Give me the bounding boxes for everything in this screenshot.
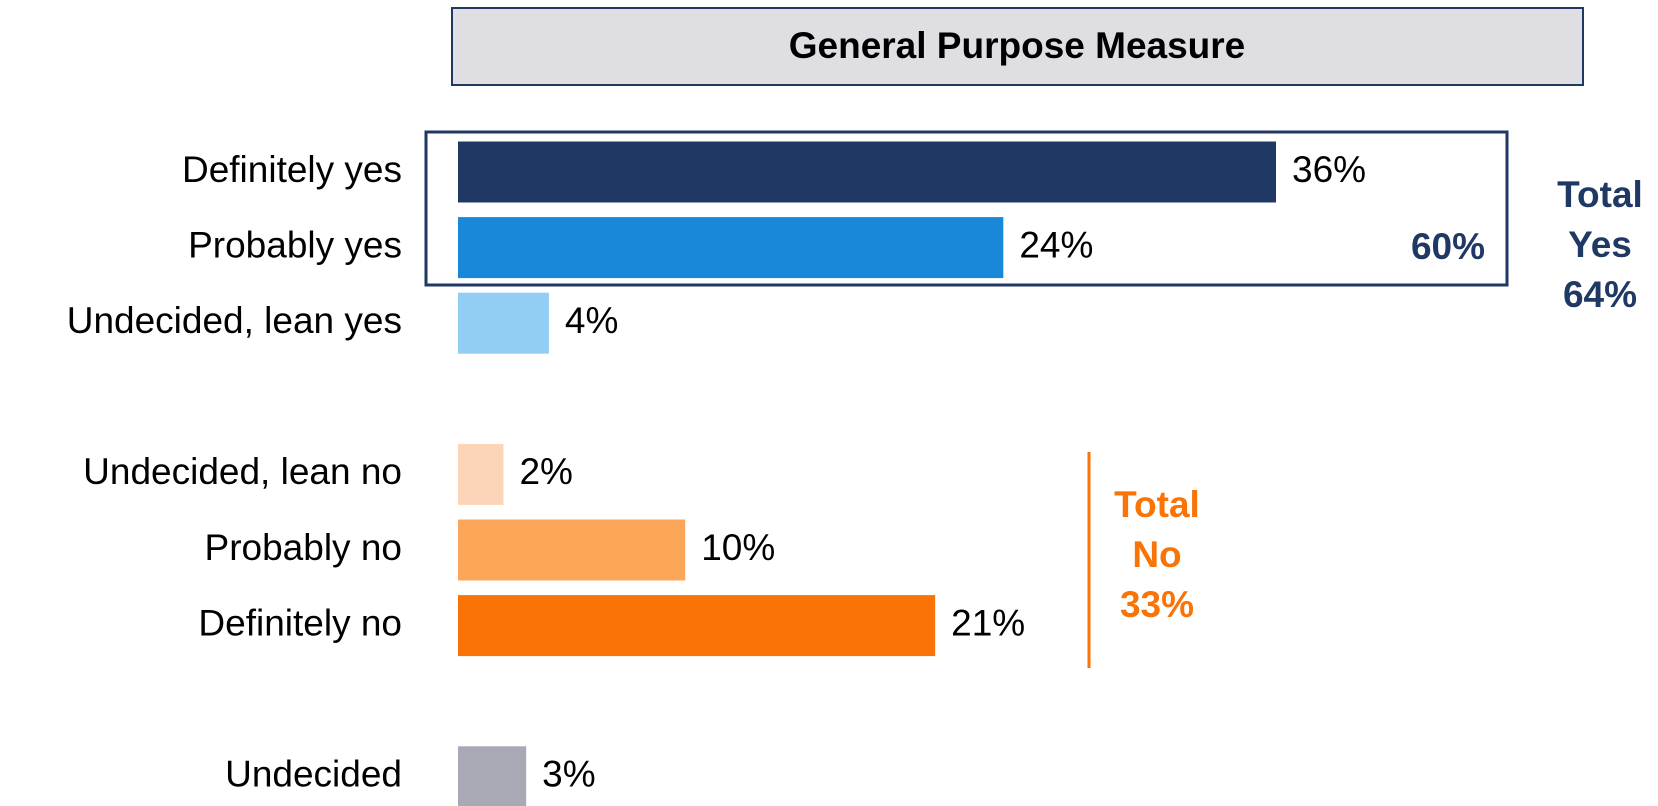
value-label: 2% bbox=[519, 451, 572, 492]
value-label: 4% bbox=[565, 300, 618, 341]
value-label: 24% bbox=[1019, 224, 1093, 265]
value-label: 36% bbox=[1292, 149, 1366, 190]
annotation: 64% bbox=[1563, 274, 1637, 315]
annotation: 60% bbox=[1411, 226, 1485, 267]
category-label: Definitely yes bbox=[182, 149, 402, 190]
bar bbox=[458, 217, 1004, 279]
category-label: Undecided bbox=[225, 754, 402, 795]
bar bbox=[458, 519, 686, 581]
annotation: 33% bbox=[1120, 584, 1194, 625]
yes-box bbox=[424, 130, 1509, 287]
bar bbox=[458, 443, 504, 505]
annotation: Yes bbox=[1568, 224, 1632, 265]
value-label: 21% bbox=[951, 602, 1025, 643]
chart-title: General Purpose Measure bbox=[789, 25, 1246, 66]
annotation: No bbox=[1132, 534, 1181, 575]
bar bbox=[458, 141, 1276, 203]
annotation: Total bbox=[1557, 174, 1643, 215]
title-box bbox=[451, 7, 1584, 86]
bar bbox=[458, 746, 527, 806]
bar bbox=[458, 292, 549, 354]
category-label: Undecided, lean yes bbox=[67, 300, 402, 341]
category-label: Definitely no bbox=[198, 602, 402, 643]
annotation: Total bbox=[1114, 484, 1200, 525]
category-label: Undecided, lean no bbox=[83, 451, 402, 492]
category-label: Probably yes bbox=[188, 224, 402, 265]
bar bbox=[458, 595, 936, 657]
value-label: 10% bbox=[701, 527, 775, 568]
value-label: 3% bbox=[542, 754, 595, 795]
category-label: Probably no bbox=[205, 527, 402, 568]
